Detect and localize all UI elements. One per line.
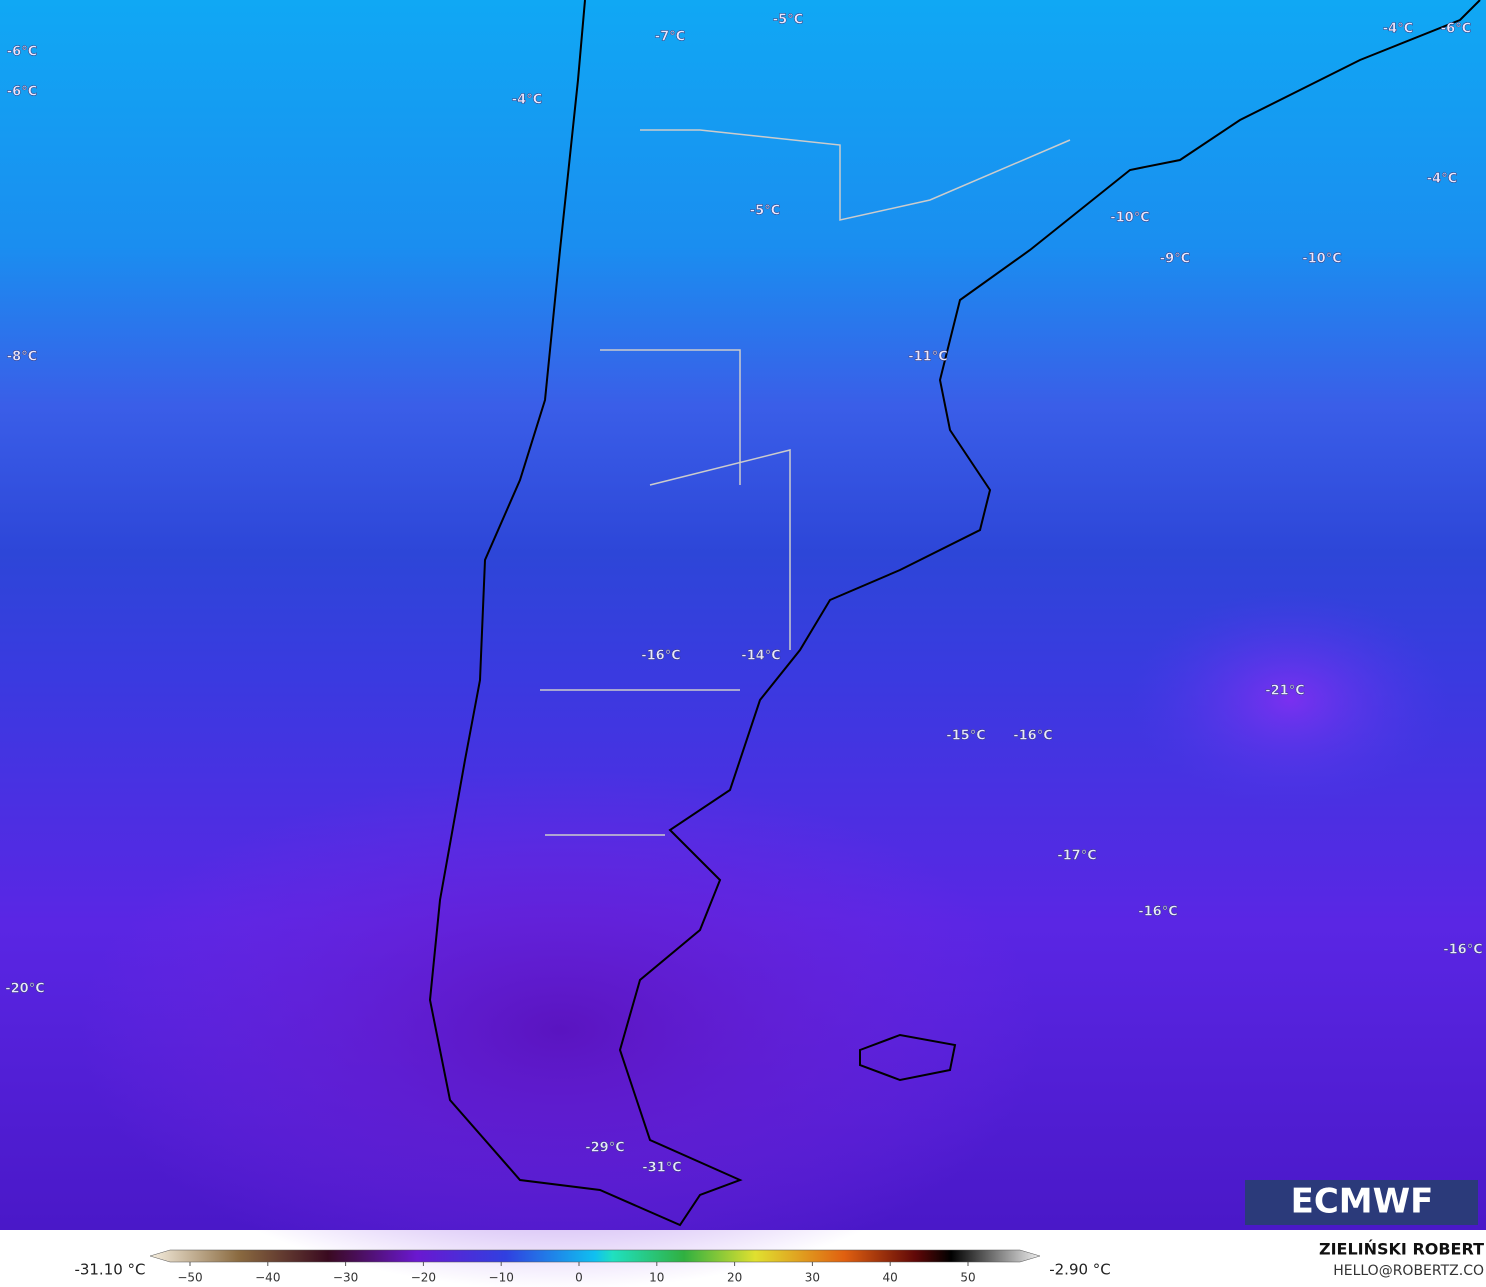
cold-core: [1130, 590, 1450, 810]
borders: [540, 129, 1071, 836]
logo-box: [1245, 1180, 1478, 1225]
temperature-label: -16°C: [1138, 905, 1178, 920]
temperature-label: -8°C: [7, 350, 37, 365]
temperature-label: -10°C: [1302, 252, 1342, 267]
colorbar-tick-label: −20: [411, 1271, 436, 1285]
temperature-label: -16°C: [1013, 729, 1053, 744]
temperature-label: -14°C: [741, 649, 781, 664]
temperature-label: -10°C: [1110, 211, 1150, 226]
temperature-label: -17°C: [1057, 849, 1097, 864]
colorbar: [149, 1249, 1041, 1263]
colorbar-tick-label: −50: [177, 1271, 202, 1285]
temperature-label: -9°C: [1160, 252, 1190, 267]
temperature-label: -21°C: [1265, 684, 1305, 699]
author: ZIELIŃSKI ROBERT: [1319, 1240, 1484, 1259]
temperature-label: -6°C: [7, 45, 37, 60]
temperature-label: -6°C: [1441, 22, 1471, 37]
cold-core: [80, 770, 1040, 1287]
temperature-label: -15°C: [946, 729, 986, 744]
temperature-label: -5°C: [750, 204, 780, 219]
temperature-label: -16°C: [1443, 943, 1483, 958]
colorbar-tick-label: −10: [489, 1271, 514, 1285]
colorbar-tick-label: −30: [333, 1271, 358, 1285]
temperature-label: -7°C: [655, 30, 685, 45]
email: HELLO@ROBERTZ.CO: [1333, 1263, 1484, 1279]
falkland-islands: [859, 1033, 957, 1082]
min-label: -31.10 °C: [74, 1261, 145, 1279]
colorbar-tick-label: −40: [255, 1271, 280, 1285]
colorbar-tick-label: 40: [883, 1271, 898, 1285]
colorbar-tick-label: 30: [805, 1271, 820, 1285]
temperature-label: -4°C: [512, 93, 542, 108]
temperature-label: -4°C: [1427, 172, 1457, 187]
temperature-label: -5°C: [773, 13, 803, 28]
temperature-label: -4°C: [1383, 22, 1413, 37]
colorbar-tick-label: 20: [727, 1271, 742, 1285]
temperature-label: -31°C: [642, 1161, 682, 1176]
temperature-label: -16°C: [641, 649, 681, 664]
colorbar-tick-label: 0: [575, 1271, 583, 1285]
temperature-label: -20°C: [5, 982, 45, 997]
temperature-label: -6°C: [7, 85, 37, 100]
temperature-label: -29°C: [585, 1141, 625, 1156]
coastline: [428, 0, 1481, 1227]
colorbar-tick-label: 10: [649, 1271, 664, 1285]
temperature-label: -11°C: [908, 350, 948, 365]
colorbar-tick-label: 50: [960, 1271, 975, 1285]
max-label: -2.90 °C: [1049, 1261, 1111, 1279]
logo: ECMWF: [1291, 1182, 1434, 1222]
